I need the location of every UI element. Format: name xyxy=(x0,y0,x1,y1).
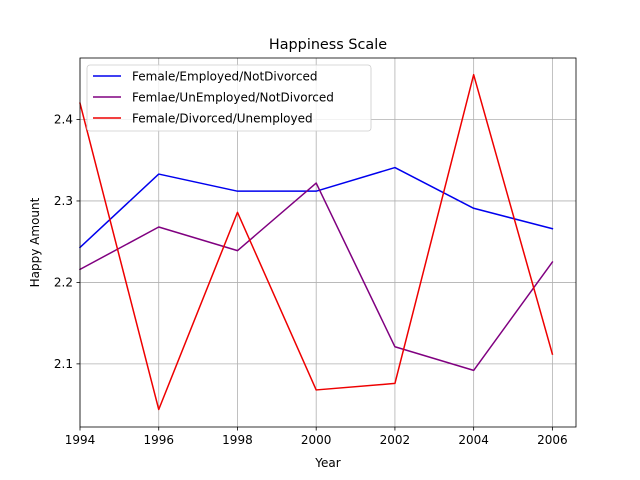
series-line-2 xyxy=(78,182,554,372)
legend: Female/Employed/NotDivorced Femlae/UnEmpl… xyxy=(86,64,372,132)
series-line-3 xyxy=(79,73,554,411)
plot-frame xyxy=(79,57,577,428)
x-axis-label: Year xyxy=(314,456,340,470)
x-tick-label: 1998 xyxy=(222,433,253,447)
y-tick-label: 2.3 xyxy=(54,194,73,208)
chart-title: Happiness Scale xyxy=(269,37,387,53)
y-axis-ticks: 2.1 2.2 2.3 2.4 xyxy=(54,113,80,371)
legend-label-1: Female/Employed/NotDivorced xyxy=(132,70,317,84)
x-tick-label: 2006 xyxy=(537,433,568,447)
x-tick-label: 1994 xyxy=(65,433,96,447)
x-tick-label: 2002 xyxy=(380,433,411,447)
x-tick-label: 2000 xyxy=(301,433,332,447)
legend-label-3: Female/Divorced/Unemployed xyxy=(132,112,313,126)
series-line-1 xyxy=(78,166,554,249)
x-tick-label: 1996 xyxy=(143,433,174,447)
y-axis-label: Happy Amount xyxy=(28,197,42,287)
x-axis-ticks: 1994 1996 1998 2000 2002 2004 2006 xyxy=(65,427,568,447)
legend-box xyxy=(86,64,372,132)
x-tick-label: 2004 xyxy=(458,433,489,447)
legend-label-2: Femlae/UnEmployed/NotDivorced xyxy=(132,91,334,105)
y-tick-label: 2.2 xyxy=(54,275,73,289)
y-tick-label: 2.4 xyxy=(54,113,73,127)
series-lines xyxy=(78,73,554,411)
y-tick-label: 2.1 xyxy=(54,357,73,371)
